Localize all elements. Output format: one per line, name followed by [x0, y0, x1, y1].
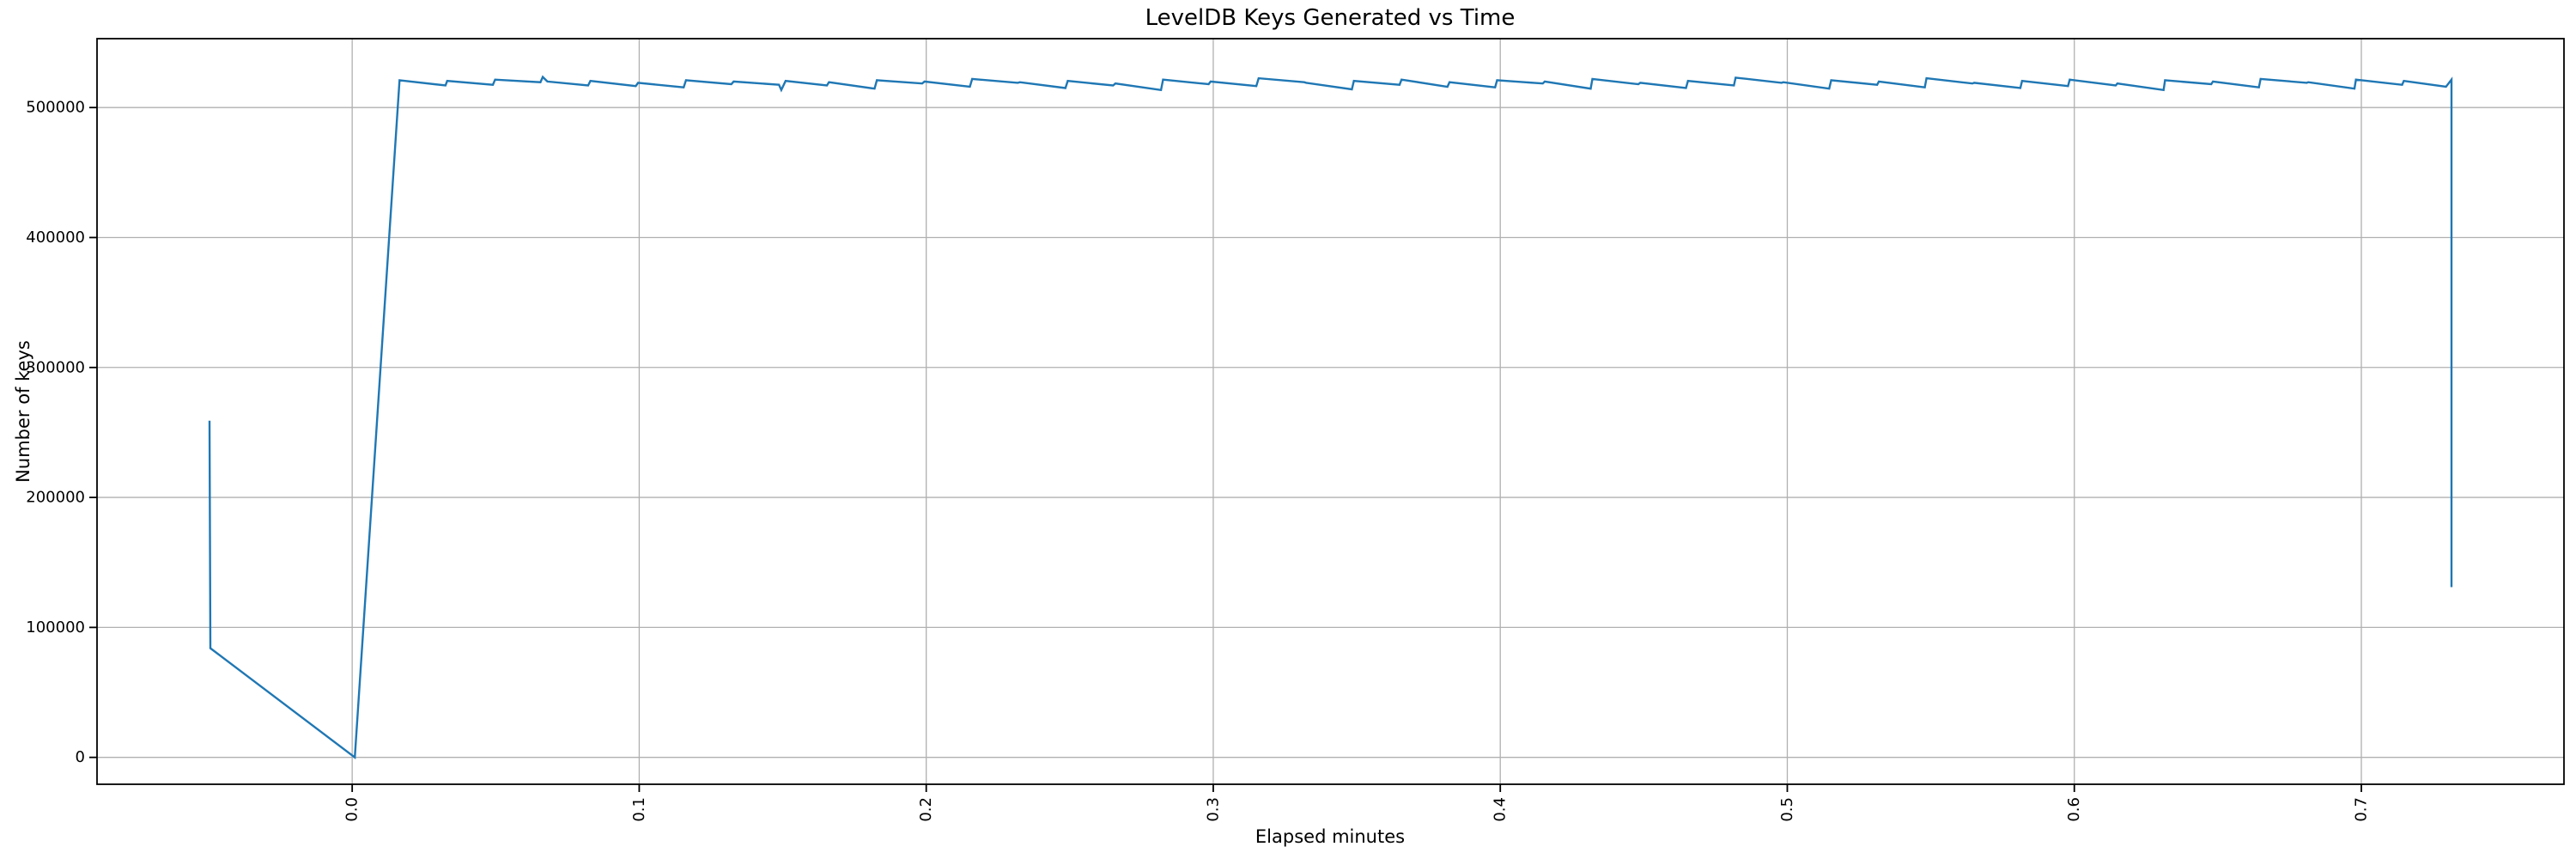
y-tick-label: 300000: [26, 358, 85, 376]
x-tick-label: 0.2: [917, 797, 935, 822]
y-tick-label: 100000: [26, 618, 85, 637]
x-tick-label: 0.0: [343, 797, 361, 822]
x-tick-label: 0.3: [1204, 797, 1222, 822]
y-tick-label: 500000: [26, 99, 85, 117]
x-axis-label: Elapsed minutes: [1255, 826, 1406, 847]
y-tick-label: 0: [76, 748, 85, 766]
data-line: [208, 75, 2453, 759]
x-tick-label: 0.6: [2065, 797, 2083, 822]
y-tick-label: 200000: [26, 489, 85, 507]
x-tick-label: 0.5: [1778, 797, 1796, 822]
x-tick-label: 0.7: [2353, 797, 2371, 822]
y-tick-label: 400000: [26, 228, 85, 247]
y-axis-label: Number of keys: [13, 340, 33, 483]
chart-title: LevelDB Keys Generated vs Time: [1145, 5, 1516, 31]
plot-border: [96, 38, 2565, 785]
x-tick-label: 0.1: [630, 797, 648, 822]
x-tick-label: 0.4: [1492, 797, 1510, 822]
